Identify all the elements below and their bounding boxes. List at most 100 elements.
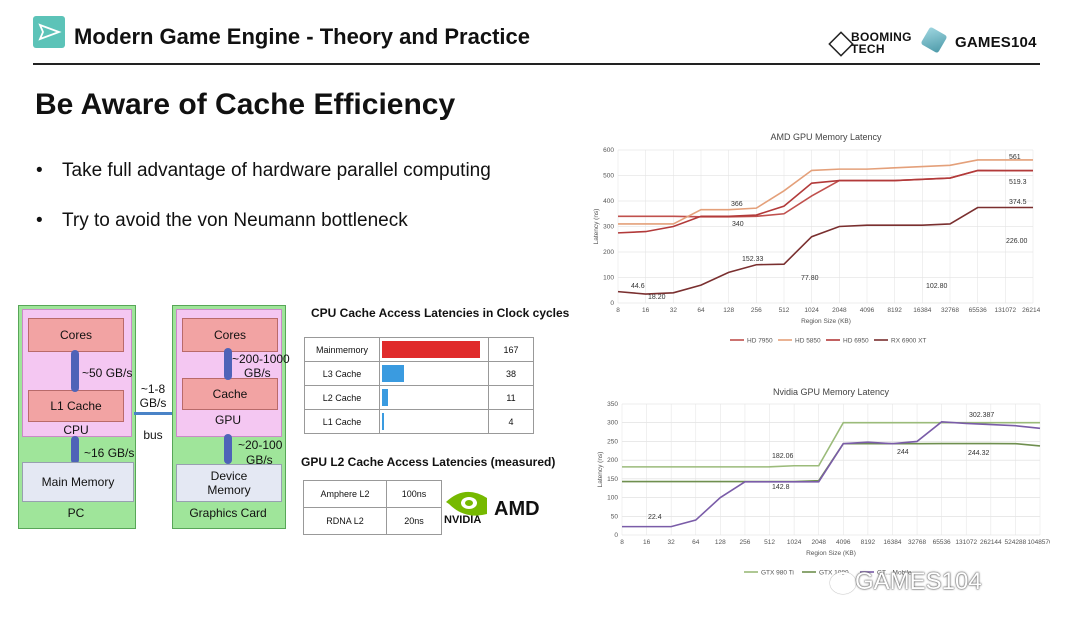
games104-logo: GAMES104 (920, 26, 1043, 55)
x-tick-label: 524288 (1005, 539, 1027, 546)
data-annotation: 18.20 (648, 294, 666, 301)
y-tick-label: 350 (607, 401, 618, 408)
chart-title: AMD GPU Memory Latency (770, 132, 882, 142)
x-tick-label: 16384 (913, 307, 931, 314)
bus-bandwidth: ~1-8 (140, 382, 166, 396)
y-axis-label: Latency (ns) (597, 452, 604, 488)
data-annotation: 366 (731, 201, 743, 208)
wechat-icon (830, 572, 856, 594)
bandwidth-bar (71, 350, 79, 392)
latency-bar (382, 389, 389, 406)
bullet-glyph: • (36, 160, 43, 181)
x-tick-label: 262144 (1022, 307, 1040, 314)
x-tick-label: 65536 (933, 539, 951, 546)
series-line (618, 159, 1033, 225)
x-tick-label: 1024 (787, 539, 802, 546)
table-cell: 4 (488, 409, 534, 434)
legend-label: GTX 1080 (819, 570, 849, 577)
cpu-cores: Cores (28, 318, 124, 352)
x-tick-label: 32768 (908, 539, 926, 546)
data-annotation: 22.4 (648, 514, 662, 521)
x-axis-label: Region Size (KB) (801, 318, 851, 325)
booming-tech-logo: BOOMING TECH (828, 30, 941, 57)
data-annotation: 142.8 (772, 484, 790, 491)
bus-label: bus (143, 428, 163, 442)
x-tick-label: 128 (715, 539, 726, 546)
table-cell: L3 Cache (304, 361, 380, 386)
nvidia-text: NVIDIA (444, 514, 481, 526)
amd-latency-chart: AMD GPU Memory Latency 0 100 200 300 400 500 60… (593, 132, 1040, 345)
data-annotation: 226.00 (1006, 238, 1028, 245)
header-divider (33, 63, 1040, 65)
legend-label: HD 6950 (843, 338, 869, 345)
data-annotation: 244.32 (968, 450, 990, 457)
y-tick-label: 300 (603, 224, 614, 231)
cpu-label: CPU (63, 423, 89, 437)
y-tick-label: 250 (607, 438, 618, 445)
x-tick-label: 256 (740, 539, 751, 546)
table-cell: Mainmemory (304, 337, 380, 362)
bar-cell (379, 361, 489, 386)
x-tick-label: 64 (697, 307, 705, 314)
table-row: L1 Cache 4 (304, 409, 534, 434)
x-tick-label: 4096 (836, 539, 851, 546)
bullet-item: • Take full advantage of hardware paralle… (36, 160, 491, 182)
x-tick-label: 64 (692, 539, 700, 546)
y-tick-label: 400 (603, 198, 614, 205)
bus-bandwidth: GB/s (139, 396, 167, 410)
y-tick-label: 200 (603, 249, 614, 256)
games-cube-icon (920, 26, 948, 54)
x-axis-label: Region Size (KB) (806, 550, 856, 557)
x-tick-label: 131072 (994, 307, 1016, 314)
data-annotation: 152.33 (742, 256, 764, 263)
data-annotation: 374.5 (1009, 199, 1027, 206)
data-annotation: 519.3 (1009, 179, 1027, 186)
bandwidth-label: GB/s (246, 453, 273, 467)
data-annotation: 244 (897, 449, 909, 456)
y-tick-label: 500 (603, 173, 614, 180)
series-line (617, 169, 1033, 234)
nvidia-latency-chart: Nvidia GPU Memory Latency 0 50 100 150 200 250… (597, 387, 1050, 577)
table-cell: L2 Cache (304, 385, 380, 410)
y-tick-label: 150 (607, 476, 618, 483)
latency-bar (382, 413, 385, 430)
x-tick-label: 16 (643, 539, 651, 546)
x-tick-label: 262144 (980, 539, 1002, 546)
device-memory-text: Memory (207, 483, 251, 497)
data-annotation: 340 (732, 221, 744, 228)
watermark-text: GAMES104 (855, 568, 982, 595)
series-line (617, 206, 1033, 295)
series-line (622, 421, 1041, 528)
pc-label: PC (67, 506, 85, 520)
amd-logo: AMD (494, 498, 540, 520)
x-tick-label: 4096 (860, 307, 875, 314)
paper-plane-icon (38, 23, 62, 41)
x-tick-label: 32768 (941, 307, 959, 314)
bullet-glyph: • (36, 210, 43, 231)
brand-text: TECH (851, 42, 885, 56)
bandwidth-label: ~20-100 (238, 438, 283, 452)
main-memory: Main Memory (22, 462, 134, 502)
slide-title: Be Aware of Cache Efficiency (35, 88, 456, 121)
bandwidth-bar (224, 348, 232, 380)
course-logo (33, 16, 65, 48)
x-tick-label: 131072 (955, 539, 977, 546)
bar-cell (379, 409, 489, 434)
x-tick-label: 32 (670, 307, 678, 314)
data-annotation: 77.80 (801, 275, 819, 282)
legend-label: HD 7950 (747, 338, 773, 345)
y-tick-label: 50 (611, 513, 619, 520)
x-tick-label: 16384 (883, 539, 901, 546)
gpu-cores: Cores (182, 318, 278, 352)
y-tick-label: 300 (607, 420, 618, 427)
table-row: Amphere L2 100ns (303, 480, 442, 508)
table-cell: 11 (488, 385, 534, 410)
bandwidth-bar (224, 434, 232, 464)
x-tick-label: 256 (751, 307, 762, 314)
table-cell: 100ns (386, 480, 442, 508)
table-row: RDNA L2 20ns (303, 507, 442, 535)
graphics-card-label: Graphics Card (189, 506, 267, 520)
legend-label: HD 5850 (795, 338, 821, 345)
gpu-label: GPU (214, 413, 241, 427)
table-cell: RDNA L2 (303, 507, 387, 535)
